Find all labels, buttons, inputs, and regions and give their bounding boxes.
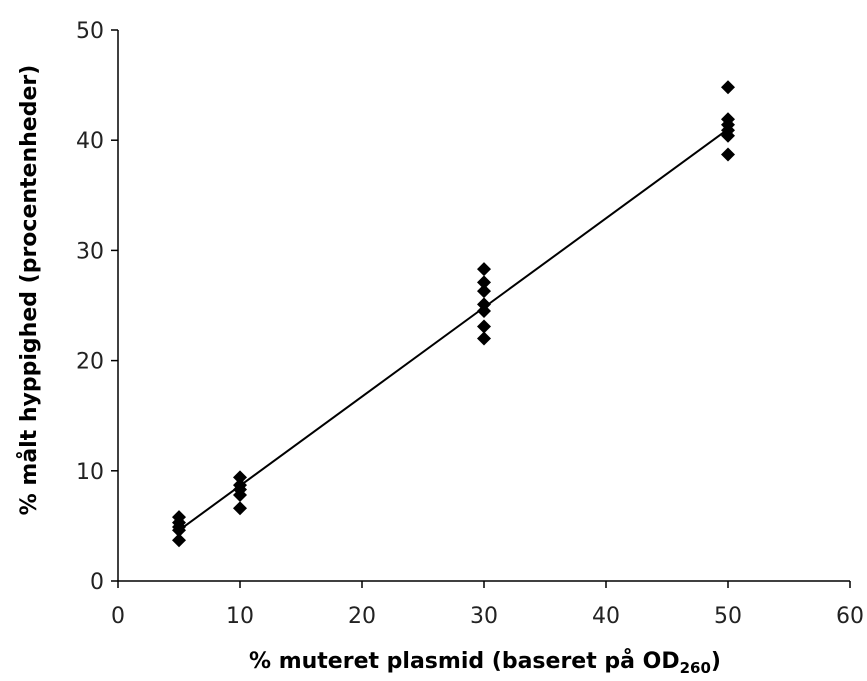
x-tick-label: 20 bbox=[348, 604, 376, 629]
data-point-diamond bbox=[172, 533, 186, 548]
y-tick-label: 40 bbox=[76, 129, 104, 154]
x-axis-title-suffix: ) bbox=[711, 649, 721, 674]
data-point-diamond bbox=[721, 128, 735, 143]
x-tick-label: 30 bbox=[470, 604, 498, 629]
data-point-diamond bbox=[721, 147, 735, 162]
y-tick-label: 20 bbox=[76, 350, 104, 375]
y-tick-label: 30 bbox=[76, 239, 104, 264]
data-point-diamond bbox=[477, 331, 491, 346]
data-point-diamond bbox=[721, 80, 735, 95]
x-tick-label: 0 bbox=[111, 604, 125, 629]
data-point-diamond bbox=[477, 284, 491, 299]
y-axis-title: % målt hyppighed (procentenheder) bbox=[16, 65, 42, 516]
y-axis-ticks: 0 10 20 30 40 50 bbox=[76, 19, 118, 595]
y-tick-label: 0 bbox=[90, 570, 104, 595]
data-point-diamond bbox=[477, 304, 491, 319]
x-tick-label: 10 bbox=[226, 604, 254, 629]
x-tick-label: 40 bbox=[592, 604, 620, 629]
x-axis-title-main: % muteret plasmid (baseret på OD bbox=[249, 648, 680, 674]
data-point-diamond bbox=[477, 262, 491, 277]
data-point-diamond bbox=[233, 501, 247, 516]
y-tick-label: 10 bbox=[76, 460, 104, 485]
x-axis-ticks: 0 10 20 30 40 50 60 bbox=[111, 581, 864, 629]
trend-line bbox=[178, 128, 729, 532]
x-tick-label: 60 bbox=[836, 604, 864, 629]
data-point-diamond bbox=[477, 319, 491, 334]
data-point-diamond bbox=[233, 488, 247, 503]
y-tick-label: 50 bbox=[76, 19, 104, 44]
data-point-diamond bbox=[477, 275, 491, 290]
data-point-diamond bbox=[233, 470, 247, 485]
x-axis-title: % muteret plasmid (baseret på OD260) bbox=[249, 648, 721, 677]
data-points bbox=[172, 80, 735, 548]
x-tick-label: 50 bbox=[714, 604, 742, 629]
data-point-diamond bbox=[172, 523, 186, 538]
x-axis-title-subscript: 260 bbox=[680, 659, 711, 677]
